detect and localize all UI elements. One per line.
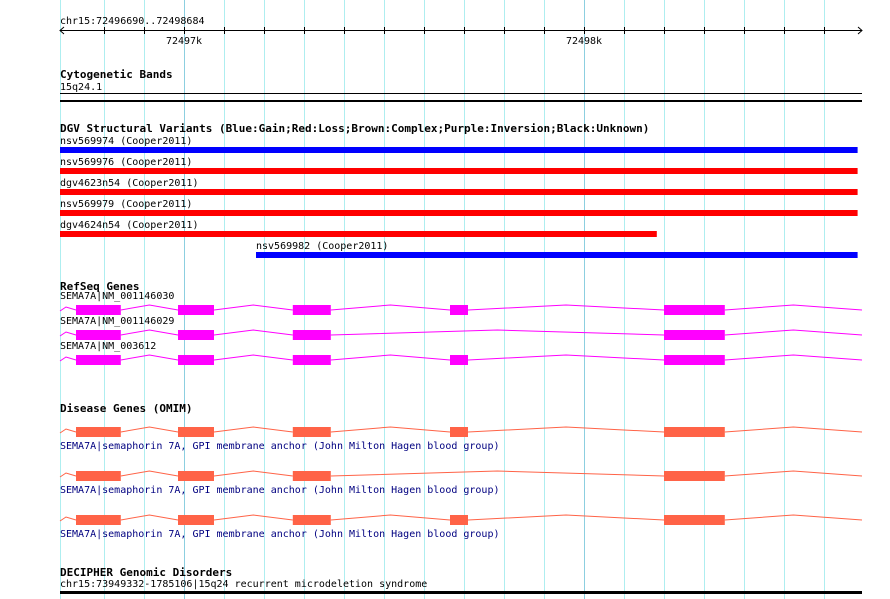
omim-intron-line bbox=[59, 426, 863, 434]
omim-exon[interactable] bbox=[664, 515, 725, 525]
omim-exon[interactable] bbox=[76, 427, 121, 437]
omim-exon[interactable] bbox=[292, 427, 331, 437]
omim-exon[interactable] bbox=[292, 471, 331, 481]
dgv-variant-label[interactable]: nsv569982 (Cooper2011) bbox=[256, 241, 388, 252]
refseq-exon[interactable] bbox=[76, 330, 121, 340]
refseq-feature-label[interactable]: SEMA7A|NM_001146030 bbox=[60, 291, 174, 302]
grid-lines bbox=[60, 0, 825, 599]
omim-exon[interactable] bbox=[450, 515, 468, 525]
omim-exon[interactable] bbox=[292, 515, 331, 525]
decipher-track-title: DECIPHER Genomic Disorders bbox=[60, 566, 232, 579]
dgv-track: nsv569974 (Cooper2011) nsv569976 (Cooper2… bbox=[60, 136, 858, 258]
refseq-exon[interactable] bbox=[178, 305, 214, 315]
omim-exon[interactable] bbox=[178, 427, 214, 437]
refseq-exon[interactable] bbox=[292, 355, 331, 365]
omim-exon[interactable] bbox=[178, 515, 214, 525]
dgv-variant-bar[interactable] bbox=[60, 168, 858, 174]
omim-exon[interactable] bbox=[76, 471, 121, 481]
refseq-feature-label[interactable]: SEMA7A|NM_003612 bbox=[60, 341, 156, 352]
refseq-exon[interactable] bbox=[178, 355, 214, 365]
omim-intron-line bbox=[59, 514, 863, 522]
refseq-track: SEMA7A|NM_001146030 SEMA7A|NM_001146029 SE… bbox=[59, 291, 863, 365]
decipher-feature-bar[interactable] bbox=[60, 591, 862, 594]
cyto-band-label: 15q24.1 bbox=[60, 82, 102, 93]
dgv-track-title: DGV Structural Variants (Blue:Gain;Red:L… bbox=[60, 122, 649, 135]
dgv-variant-bar[interactable] bbox=[60, 210, 858, 216]
refseq-exon[interactable] bbox=[292, 330, 331, 340]
refseq-exon[interactable] bbox=[450, 355, 468, 365]
refseq-feature-label[interactable]: SEMA7A|NM_001146029 bbox=[60, 316, 174, 327]
cyto-band-top bbox=[60, 93, 862, 94]
refseq-intron-line bbox=[59, 329, 863, 337]
dgv-variant-label[interactable]: nsv569976 (Cooper2011) bbox=[60, 157, 192, 168]
dgv-variant-label[interactable]: dgv4623n54 (Cooper2011) bbox=[60, 178, 198, 189]
omim-exon[interactable] bbox=[664, 427, 725, 437]
refseq-exon[interactable] bbox=[292, 305, 331, 315]
decipher-item-label[interactable]: chr15:73949332-1785106|15q24 recurrent m… bbox=[60, 579, 427, 590]
ruler-tick-label: 72498k bbox=[566, 36, 602, 47]
omim-exon[interactable] bbox=[76, 515, 121, 525]
ruler[interactable]: 72497k 72498k bbox=[59, 26, 863, 47]
refseq-intron-line bbox=[59, 304, 863, 312]
cyto-band-bar[interactable] bbox=[60, 100, 862, 102]
cyto-track-title: Cytogenetic Bands bbox=[60, 68, 173, 81]
ruler-tick-label: 72497k bbox=[166, 36, 202, 47]
ruler-arrow-icon bbox=[59, 26, 863, 35]
omim-feature-label[interactable]: SEMA7A|semaphorin 7A, GPI membrane ancho… bbox=[60, 485, 500, 496]
dgv-variant-label[interactable]: dgv4624n54 (Cooper2011) bbox=[60, 220, 198, 231]
dgv-variant-bar[interactable] bbox=[60, 147, 858, 153]
refseq-exon[interactable] bbox=[178, 330, 214, 340]
omim-feature-label[interactable]: SEMA7A|semaphorin 7A, GPI membrane ancho… bbox=[60, 529, 500, 540]
refseq-intron-line bbox=[59, 354, 863, 362]
omim-track: SEMA7A|semaphorin 7A, GPI membrane ancho… bbox=[59, 426, 863, 540]
omim-track-title: Disease Genes (OMIM) bbox=[60, 402, 192, 415]
dgv-variant-bar[interactable] bbox=[256, 252, 858, 258]
refseq-exon[interactable] bbox=[664, 330, 725, 340]
omim-feature-label[interactable]: SEMA7A|semaphorin 7A, GPI membrane ancho… bbox=[60, 441, 500, 452]
dgv-variant-label[interactable]: nsv569974 (Cooper2011) bbox=[60, 136, 192, 147]
refseq-track-title: RefSeq Genes bbox=[60, 280, 139, 293]
dgv-variant-bar[interactable] bbox=[60, 189, 858, 195]
range-label: chr15:72496690..72498684 bbox=[60, 16, 205, 27]
refseq-exon[interactable] bbox=[76, 305, 121, 315]
dgv-variant-bar[interactable] bbox=[60, 231, 657, 237]
refseq-exon[interactable] bbox=[450, 305, 468, 315]
refseq-exon[interactable] bbox=[664, 355, 725, 365]
omim-exon[interactable] bbox=[450, 427, 468, 437]
omim-exon[interactable] bbox=[178, 471, 214, 481]
refseq-exon[interactable] bbox=[664, 305, 725, 315]
omim-exon[interactable] bbox=[664, 471, 725, 481]
dgv-variant-label[interactable]: nsv569979 (Cooper2011) bbox=[60, 199, 192, 210]
omim-intron-line bbox=[59, 470, 863, 478]
refseq-exon[interactable] bbox=[76, 355, 121, 365]
